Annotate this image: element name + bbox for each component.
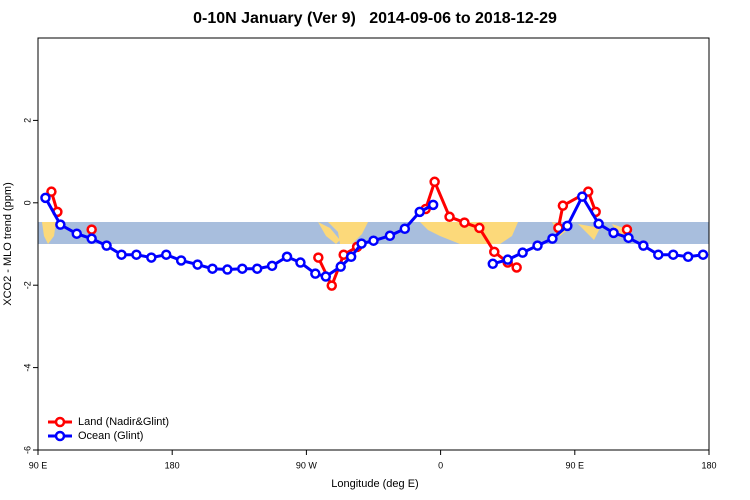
x-tick-label: 90 W: [296, 460, 318, 470]
legend-label: Ocean (Glint): [78, 430, 143, 442]
x-tick-label: 180: [165, 460, 180, 470]
point: [160, 249, 172, 260]
point: [131, 249, 142, 260]
x-tick-label: 180: [701, 460, 716, 470]
point: [356, 238, 367, 249]
point: [46, 186, 57, 197]
point: [502, 254, 513, 265]
point: [459, 217, 470, 228]
point: [55, 219, 66, 230]
point: [608, 227, 619, 239]
point: [557, 200, 569, 211]
point: [320, 271, 332, 282]
legend-label: Land (Nadir&Glint): [78, 416, 169, 428]
point: [444, 211, 455, 223]
point: [427, 199, 439, 211]
point: [384, 230, 396, 242]
point: [313, 252, 324, 263]
y-tick-label: 2: [22, 118, 32, 123]
point: [577, 191, 588, 202]
point: [623, 232, 634, 244]
point: [146, 252, 157, 263]
chart-title: 0-10N January (Ver 9) 2014-09-06 to 2018…: [193, 10, 557, 27]
point: [281, 251, 293, 263]
point: [86, 233, 97, 244]
x-tick-label: 90 E: [29, 460, 48, 470]
point: [517, 247, 528, 258]
map-band: [38, 222, 709, 244]
point: [40, 192, 51, 204]
point: [222, 264, 233, 275]
point: [653, 249, 664, 260]
point: [192, 259, 203, 270]
point: [116, 249, 127, 260]
point: [368, 235, 379, 246]
land-shapes: [42, 222, 630, 244]
point: [697, 249, 709, 260]
point: [175, 255, 187, 266]
point: [489, 246, 500, 258]
point: [621, 224, 633, 235]
point: [207, 263, 218, 274]
point: [399, 223, 411, 235]
x-tick-label: 0: [438, 460, 443, 470]
point: [593, 218, 604, 230]
point: [511, 262, 522, 273]
point: [345, 251, 357, 263]
point: [86, 224, 97, 235]
point: [429, 176, 440, 188]
point: [71, 228, 83, 239]
y-axis-label: XCO2 - MLO trend (ppm): [2, 182, 14, 305]
y-tick-label: -6: [22, 446, 32, 454]
point: [251, 263, 263, 274]
point: [335, 261, 346, 272]
point: [326, 280, 337, 291]
point: [474, 222, 485, 234]
point: [682, 251, 694, 263]
point: [310, 268, 321, 279]
point: [414, 206, 425, 218]
point: [295, 257, 306, 268]
y-tick-label: -4: [22, 364, 32, 372]
legend-marker: [54, 430, 66, 442]
x-axis-label: Longitude (deg E): [331, 478, 418, 490]
plot-frame: [37, 37, 710, 451]
point: [547, 233, 558, 244]
legend-marker: [54, 416, 66, 428]
point: [532, 240, 543, 251]
point: [237, 263, 248, 274]
point: [667, 249, 679, 260]
point: [266, 260, 278, 272]
y-tick-label: -2: [22, 281, 32, 289]
point: [562, 220, 573, 232]
point: [487, 258, 499, 270]
point: [638, 240, 649, 251]
point: [101, 240, 112, 251]
x-tick-label: 90 E: [566, 460, 585, 470]
y-tick-label: 0: [22, 200, 32, 205]
